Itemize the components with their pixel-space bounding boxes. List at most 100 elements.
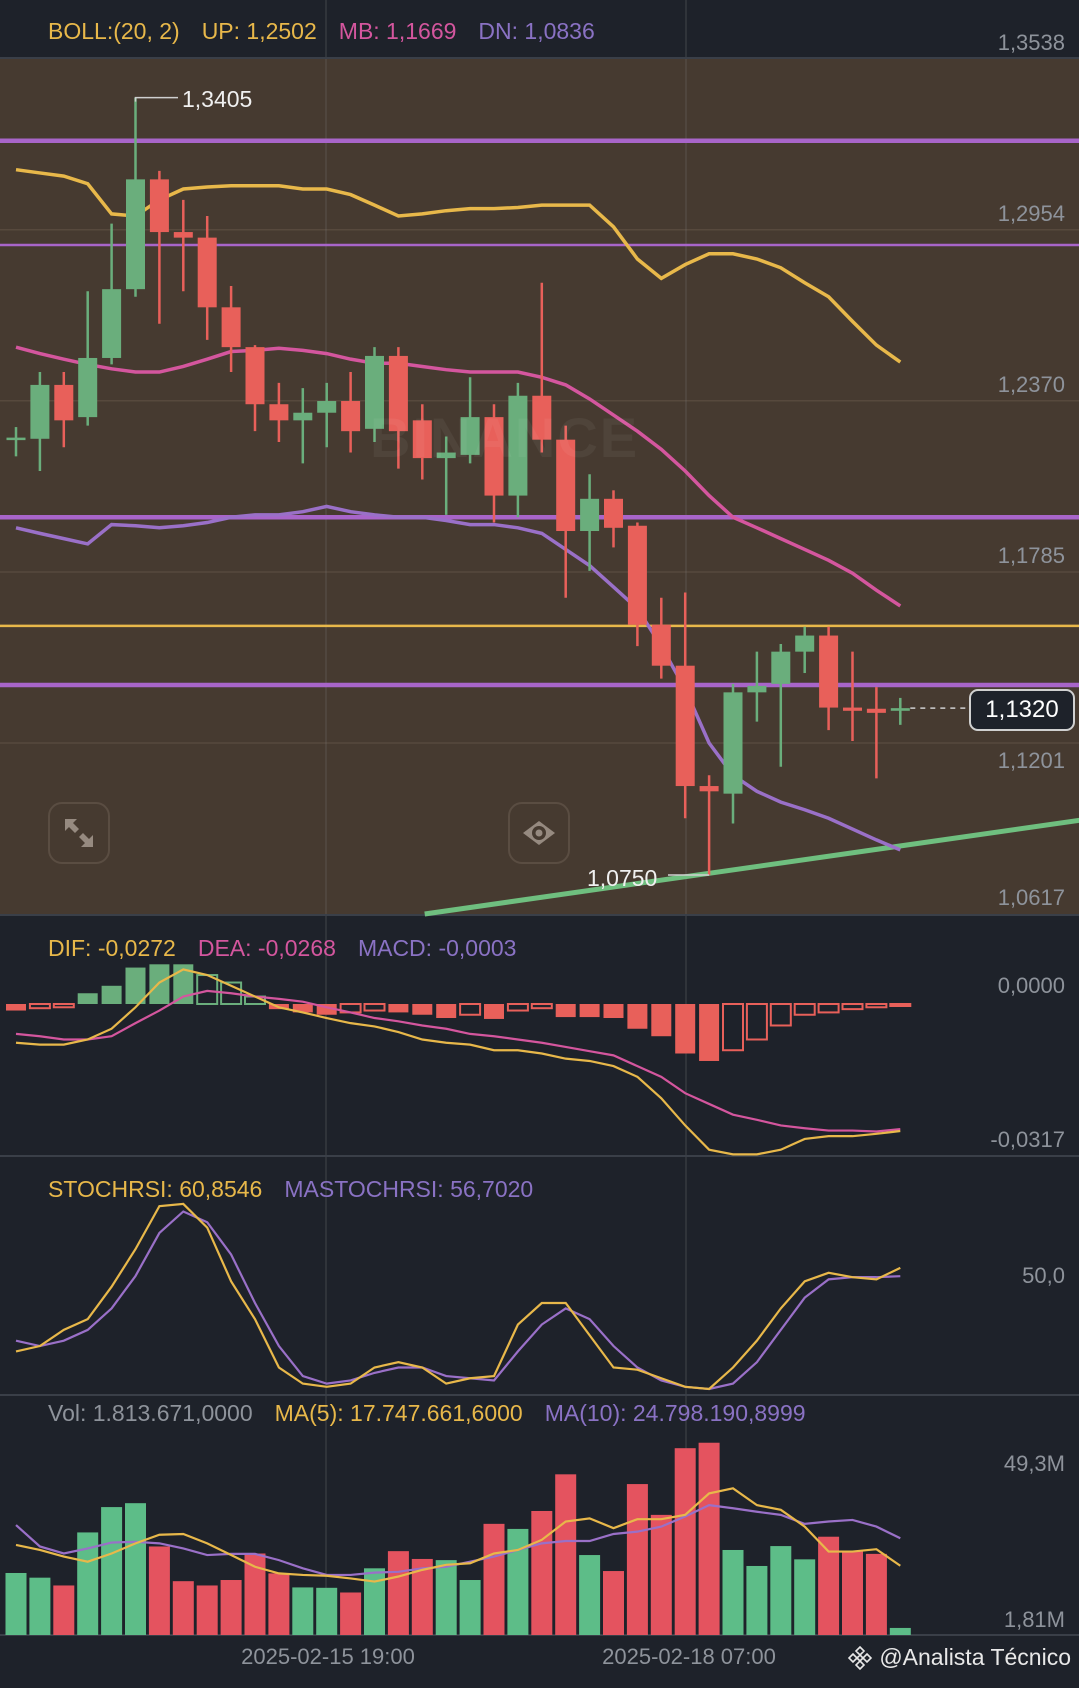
macd-histogram-bar: [817, 1003, 840, 1014]
macd-panel: [6, 964, 912, 1156]
macd-histogram-bar: [436, 1004, 457, 1019]
volume-bar: [674, 1448, 696, 1635]
macd-histogram-bar: [125, 967, 146, 1004]
candle-body-down: [556, 439, 576, 532]
macd-histogram-bar: [316, 1004, 337, 1015]
macd-histogram-bar: [52, 1003, 75, 1009]
macd-histogram-bar: [793, 1003, 816, 1016]
candle-body-up: [580, 498, 600, 532]
volume-bar: [459, 1580, 481, 1635]
stochrsi-panel: [15, 1202, 901, 1391]
boll-mb: MB: 1,1669: [338, 18, 457, 44]
horizontal-lines[interactable]: [0, 138, 1079, 917]
volume-ma5: MA(5): 17.747.661,6000: [274, 1400, 523, 1426]
volume-bar: [650, 1514, 672, 1635]
time-axis-label: 2025-02-18 07:00: [602, 1644, 776, 1669]
candle-body-down: [532, 395, 552, 440]
volume-bar: [698, 1442, 720, 1635]
low-price-label: 1,0750: [587, 865, 658, 891]
candle-body-up: [6, 437, 26, 441]
candle-body-down: [699, 786, 719, 792]
expand-button[interactable]: [48, 802, 110, 864]
stoch-axis-label: 50,0: [1022, 1263, 1065, 1288]
volume-bar: [5, 1572, 27, 1635]
volume-bar: [196, 1585, 218, 1635]
macd-histogram-bar: [412, 1004, 433, 1015]
last-price-tag[interactable]: 1,1320: [969, 689, 1075, 731]
stochrsi-legend: STOCHRSI: 60,8546 MASTOCHRSI: 56,7020: [48, 1176, 555, 1203]
macd-histogram-bar: [889, 1003, 912, 1007]
volume-bar: [292, 1587, 314, 1635]
volume-bar: [483, 1523, 505, 1635]
macd-histogram-bar: [745, 1003, 768, 1041]
volume-bar: [340, 1592, 362, 1635]
candle-body-up: [78, 357, 98, 418]
candle-body-up: [747, 685, 767, 693]
macd-histogram-bar: [865, 1003, 888, 1009]
candle-body-down: [866, 708, 886, 713]
price-axis-label: 1,2954: [997, 201, 1065, 226]
binance-logo-icon: [848, 1645, 873, 1670]
candle-body-down: [388, 355, 408, 432]
candle-body-down: [819, 635, 839, 708]
volume-bar: [220, 1580, 242, 1635]
volume-bar: [579, 1555, 601, 1635]
volume-bar: [29, 1577, 51, 1635]
macd-histogram-bar: [579, 1004, 600, 1018]
macd-histogram-bar: [722, 1003, 744, 1052]
boll-up: UP: 1,2502: [201, 18, 317, 44]
candle-body-down: [149, 179, 169, 233]
macd-histogram-bar: [651, 1004, 672, 1037]
candle-body-down: [54, 384, 74, 421]
time-axis-label: 2025-02-15 19:00: [241, 1644, 415, 1669]
candle-body-up: [508, 395, 528, 496]
candle-body-down: [675, 665, 695, 787]
boll-label: BOLL:(20, 2): [48, 18, 180, 44]
macd-histogram-bar: [769, 1003, 792, 1027]
volume-bar: [865, 1553, 887, 1635]
candle-body-up: [460, 417, 480, 455]
macd-histogram-bar: [173, 964, 194, 1004]
macd-histogram-bar: [627, 1004, 648, 1029]
macd-value: MACD: -0,0003: [357, 935, 517, 961]
macd-histogram-bar: [388, 1004, 409, 1013]
candle-body-down: [197, 237, 217, 308]
volume-bar: [842, 1551, 863, 1635]
annotations: [134, 96, 969, 876]
volume-bar: [172, 1581, 194, 1635]
candle-body-up: [365, 355, 384, 429]
volume-bar: [889, 1627, 911, 1635]
volume-axis-label: 1,81M: [1003, 1607, 1065, 1632]
volume-bar: [316, 1587, 338, 1635]
macd-histogram-bar: [149, 964, 170, 1004]
macd-histogram-bar: [363, 1003, 386, 1012]
visibility-button[interactable]: [508, 802, 570, 864]
candle-body-up: [293, 412, 313, 421]
boll-middle-line: [15, 345, 902, 608]
volume-bar: [101, 1507, 123, 1635]
candle-body-down: [604, 498, 623, 528]
volume-bar: [818, 1536, 840, 1635]
volume-bar: [626, 1484, 648, 1635]
price-panel-bg: [0, 58, 1079, 915]
macd-dea-line: [15, 989, 901, 1133]
stochrsi-line: [15, 1202, 901, 1391]
candle-body-down: [627, 525, 647, 625]
macd-dif: DIF: -0,0272: [48, 935, 176, 961]
high-marker-line: [134, 96, 178, 102]
macd-histogram-bar: [459, 1003, 482, 1016]
boll-lower-line: [15, 504, 901, 852]
volume-bar: [411, 1558, 433, 1635]
volume-bar: [364, 1568, 385, 1635]
volume-legend: Vol: 1.813.671,0000 MA(5): 17.747.661,600…: [48, 1400, 828, 1427]
macd-histogram-bar: [28, 1003, 51, 1010]
macd-histogram-bar: [699, 1004, 720, 1061]
price-axis-label: 1,1201: [997, 748, 1065, 773]
trendline: [424, 817, 1079, 917]
candle-body-down: [843, 707, 862, 711]
volume-bar: [746, 1565, 768, 1635]
macd-axis-label: -0,0317: [990, 1127, 1065, 1152]
candle-body-up: [771, 651, 791, 684]
price-axis-label: 1,2370: [997, 372, 1065, 397]
